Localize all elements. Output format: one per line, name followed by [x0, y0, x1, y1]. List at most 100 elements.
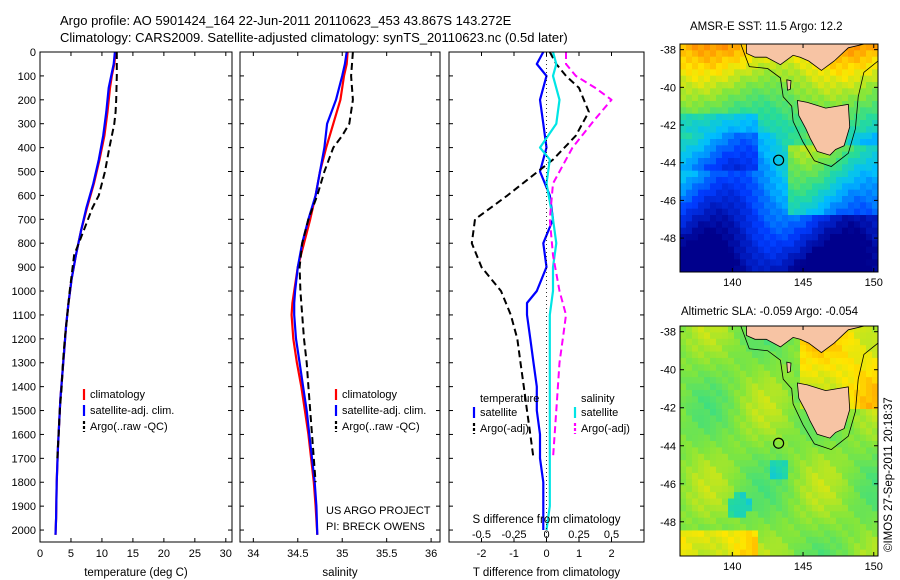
land-mainland [746, 326, 878, 354]
x-tick-label: 25 [189, 548, 201, 560]
map-lat-tick: -44 [660, 441, 676, 453]
x-tick-label: 34 [247, 548, 259, 560]
x-tick-secondary: -0.5 [472, 529, 491, 541]
y-tick-label: 1100 [12, 310, 36, 322]
legend-entry: satellite [581, 407, 618, 419]
difference-panel: -2 -1 0 1 2 T difference from climatology S di… [448, 51, 645, 579]
shelf-contour [740, 326, 878, 451]
y-tick-label: 300 [18, 119, 36, 131]
y-tick-label: 800 [18, 238, 36, 250]
argo-location-marker [773, 154, 785, 166]
temperature-series-0 [54, 52, 117, 535]
land-mainland [746, 44, 878, 71]
map-lat-tick: -38 [660, 45, 676, 57]
land-king-island [786, 79, 792, 91]
y-tick-label: 1400 [12, 382, 36, 394]
y-tick-label: 1300 [12, 358, 36, 370]
x-tick-label: 36 [425, 548, 437, 560]
x-tick-label: -1 [509, 548, 519, 560]
annotation-project: US ARGO PROJECT [326, 505, 431, 517]
header-line1: Argo profile: AO 5901424_164 22-Jun-2011… [60, 13, 512, 28]
map-lat-tick: -48 [660, 233, 676, 245]
x-tick-secondary: 0.25 [568, 529, 589, 541]
y-tick-label: 2000 [12, 525, 36, 537]
legend-entry: climatology [90, 389, 146, 401]
land-tasmania [796, 382, 851, 439]
y-tick-label: 1200 [12, 334, 36, 346]
x-tick-label: 1 [576, 548, 582, 560]
x-tick-label: 10 [96, 548, 108, 560]
map-lon-tick: 140 [723, 277, 741, 289]
map-sst-title: AMSR-E SST: 11.5 Argo: 12.2 [690, 21, 843, 33]
legend-entry: satellite-adj. clim. [90, 405, 174, 417]
map-sla-title: Altimetric SLA: -0.059 Argo: -0.054 [681, 306, 859, 318]
salinity-series-0 [290, 52, 349, 535]
salinity-frame [239, 51, 441, 543]
temperature-panel: 0100200300400500600700800900100011001200… [12, 47, 233, 579]
x-tick-label: 5 [68, 548, 74, 560]
x-tick-label: 30 [220, 548, 232, 560]
y-tick-label: 1900 [12, 501, 36, 513]
y-tick-label: 200 [18, 95, 36, 107]
legend-entry: Argo(..raw -QC) [90, 421, 168, 433]
y-tick-label: 1800 [12, 477, 36, 489]
map-lon-tick: 150 [865, 277, 883, 289]
salinity-series-2 [298, 52, 354, 483]
map-sst-frame [679, 43, 879, 273]
x-tick-label: 0 [543, 548, 549, 560]
map-lat-tick: -46 [660, 479, 676, 491]
salinity-panel: 34 34.5 35 35.5 36 salinity climatology satelli… [239, 51, 441, 579]
difference-series-1 [470, 52, 590, 459]
legend-entry: climatology [342, 389, 398, 401]
imos-stamp: ©IMOS 27-Sep-2011 20:18:37 [883, 397, 895, 552]
y-tick-label: 100 [18, 71, 36, 83]
map-lat-tick: -42 [660, 120, 676, 132]
annotation-pi: PI: BRECK OWENS [326, 521, 425, 533]
map-lon-tick: 150 [865, 561, 883, 573]
map-lat-tick: -42 [660, 403, 676, 415]
salinity-xlabel: salinity [322, 567, 357, 579]
y-tick-label: 700 [18, 214, 36, 226]
land-king-island [786, 361, 792, 374]
map-lat-tick: -48 [660, 517, 676, 529]
legend-entry: Argo(-adj) [581, 423, 630, 435]
map-lat-tick: -44 [660, 158, 676, 170]
legend-group-title: salinity [581, 393, 615, 405]
x-tick-secondary: 0 [543, 529, 549, 541]
temperature-xlabel: temperature (deg C) [84, 567, 188, 579]
x-tick-label: -2 [477, 548, 487, 560]
y-tick-label: 600 [18, 190, 36, 202]
difference-xlabel-secondary: S difference from climatology [472, 514, 620, 526]
legend-entry: Argo(-adj) [480, 423, 529, 435]
temperature-frame [39, 51, 233, 543]
x-tick-label: 34.5 [287, 548, 308, 560]
shelf-contour [740, 44, 878, 167]
y-tick-label: 1500 [12, 406, 36, 418]
y-tick-label: 1700 [12, 453, 36, 465]
difference-xlabel: T difference from climatology [473, 567, 620, 579]
map-lon-tick: 145 [794, 277, 812, 289]
map-lon-tick: 140 [723, 561, 741, 573]
map-sla: Altimetric SLA: -0.059 Argo: -0.054 -38 -… [660, 306, 883, 573]
x-tick-label: 20 [158, 548, 170, 560]
difference-series-3 [548, 52, 613, 459]
x-tick-secondary: -0.25 [501, 529, 526, 541]
y-tick-label: 1600 [12, 429, 36, 441]
argo-location-marker [773, 437, 785, 449]
temperature-series-2 [56, 52, 118, 459]
x-tick-label: 0 [37, 548, 43, 560]
map-lon-tick: 145 [794, 561, 812, 573]
legend-entry: satellite-adj. clim. [342, 405, 426, 417]
header-line2: Climatology: CARS2009. Satellite-adjuste… [60, 30, 568, 45]
salinity-series-1 [293, 52, 348, 535]
map-sst: AMSR-E SST: 11.5 Argo: 12.2 -38 -40 -42 -44… [660, 21, 883, 289]
legend-entry: Argo(..raw -QC) [342, 421, 420, 433]
x-tick-label: 15 [127, 548, 139, 560]
map-lat-tick: -46 [660, 195, 676, 207]
difference-series-0 [525, 52, 555, 530]
y-tick-label: 900 [18, 262, 36, 274]
map-lat-tick: -40 [660, 365, 676, 377]
map-sla-frame [679, 325, 879, 557]
y-tick-label: 400 [18, 143, 36, 155]
